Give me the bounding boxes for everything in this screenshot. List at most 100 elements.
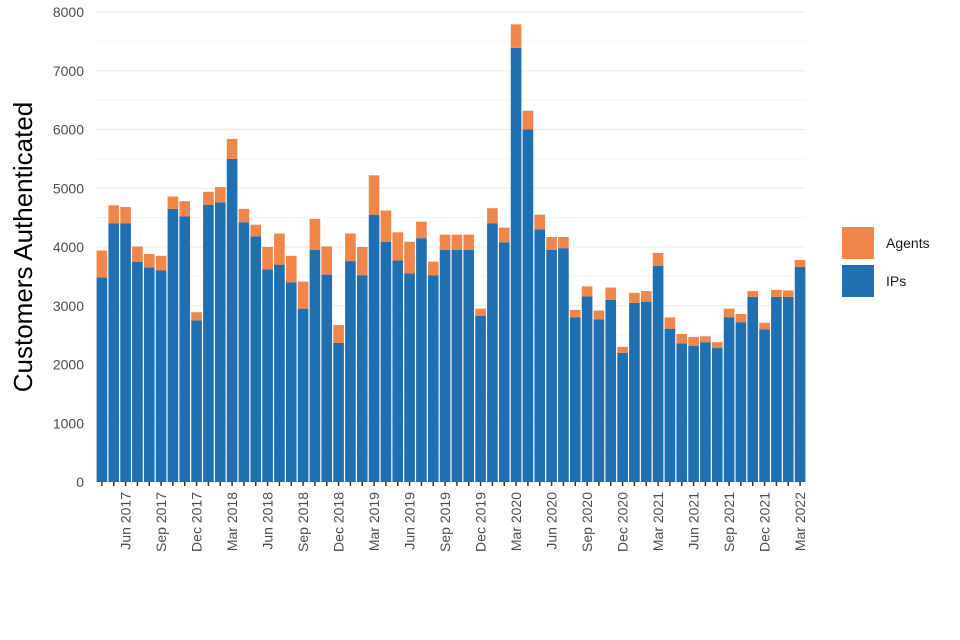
bar-agents	[309, 218, 321, 250]
bar-agents	[794, 259, 806, 267]
bar-agents	[179, 201, 191, 217]
bar-agents	[664, 317, 676, 329]
bar-ips	[368, 214, 380, 482]
legend-swatch-agents	[842, 227, 874, 259]
bar-agents	[771, 289, 782, 297]
y-tick-label: 3000	[53, 298, 84, 314]
y-tick-label: 0	[76, 474, 84, 490]
y-tick-label: 5000	[53, 180, 84, 196]
bar-agents	[487, 208, 498, 224]
bar-ips	[735, 322, 747, 482]
bar-ips	[771, 296, 782, 482]
x-tick-label: Dec 2018	[331, 492, 347, 552]
bar-ips	[794, 266, 806, 482]
x-tick-label: Mar 2020	[508, 492, 524, 551]
bar-agents	[356, 247, 368, 276]
y-axis-ticks: 0 1000 2000 3000 4000 5000 6000 7000 8000	[53, 4, 84, 490]
bar-ips	[759, 329, 770, 482]
bar-ips	[629, 302, 640, 482]
bar-agents	[640, 291, 652, 302]
bar-agents	[120, 207, 131, 224]
bar-agents	[321, 246, 333, 275]
bar-ips	[498, 242, 510, 482]
bar-ips	[262, 269, 273, 482]
bar-agents	[711, 342, 723, 349]
y-tick-label: 6000	[53, 122, 84, 138]
x-tick-label: Jun 2020	[544, 492, 560, 550]
bar-ips	[534, 229, 546, 482]
bar-ips	[747, 296, 759, 482]
bar-ips	[711, 348, 723, 482]
grid-layer	[96, 11, 806, 483]
bar-ips	[96, 277, 108, 482]
bar-agents	[333, 325, 344, 343]
x-tick-label: Sep 2019	[437, 492, 453, 552]
bar-ips	[475, 315, 486, 482]
bar-agents	[593, 310, 605, 320]
bar-agents	[427, 261, 439, 276]
bar-ips	[392, 260, 404, 482]
bar-ips	[451, 249, 463, 482]
bar-agents	[759, 322, 770, 330]
bar-ips	[345, 261, 356, 482]
bar-ips	[120, 223, 131, 482]
bar-ips	[179, 216, 191, 482]
bar-ips	[546, 249, 557, 482]
bar-ips	[605, 299, 617, 482]
bar-ips	[274, 264, 285, 482]
bar-ips	[581, 296, 593, 482]
bar-agents	[380, 210, 392, 242]
bar-ips	[238, 222, 250, 482]
bar-ips	[297, 308, 309, 482]
bar-agents	[605, 287, 617, 300]
bar-ips	[439, 249, 451, 482]
bar-ips	[487, 223, 498, 482]
bar-ips	[782, 296, 794, 482]
bar-agents	[688, 336, 699, 346]
bar-agents	[522, 110, 534, 130]
bar-agents	[782, 290, 794, 297]
x-tick-label: Dec 2020	[615, 492, 631, 552]
bar-agents	[392, 232, 404, 261]
bar-agents	[262, 247, 273, 270]
bar-ips	[640, 301, 652, 482]
bar-ips	[155, 270, 167, 482]
bar-agents	[510, 24, 522, 48]
bar-ips	[723, 317, 735, 482]
y-tick-label: 2000	[53, 357, 84, 373]
x-tick-label: Mar 2018	[224, 492, 240, 551]
y-tick-label: 1000	[53, 415, 84, 431]
bar-agents	[108, 205, 120, 224]
x-tick-label: Sep 2018	[295, 492, 311, 552]
bar-ips	[676, 343, 688, 482]
bar-ips	[569, 317, 581, 482]
bar-ips	[191, 320, 202, 482]
x-tick-label: Sep 2020	[579, 492, 595, 552]
bar-agents	[451, 234, 463, 250]
bar-agents	[569, 309, 581, 318]
bar-ips	[250, 236, 262, 482]
x-tick-label: Jun 2019	[402, 492, 418, 550]
bar-agents	[155, 255, 167, 271]
bar-ips	[321, 274, 333, 482]
bar-ips	[356, 275, 368, 482]
bar-agents	[735, 313, 747, 323]
bar-agents	[534, 214, 546, 230]
bar-agents	[475, 308, 486, 316]
bar-agents	[463, 234, 475, 250]
bar-agents	[546, 237, 557, 250]
bar-agents	[558, 237, 569, 249]
bar-agents	[652, 252, 664, 266]
bar-agents	[214, 187, 226, 203]
bar-ips	[664, 328, 676, 482]
x-tick-label: Dec 2021	[757, 492, 773, 552]
bar-agents	[203, 191, 214, 205]
x-tick-label: Sep 2017	[153, 492, 169, 552]
bar-ips	[463, 249, 475, 482]
legend-label-agents: Agents	[886, 235, 930, 251]
bar-agents	[345, 233, 356, 262]
legend-swatch-ips	[842, 265, 874, 297]
bar-agents	[700, 336, 711, 343]
